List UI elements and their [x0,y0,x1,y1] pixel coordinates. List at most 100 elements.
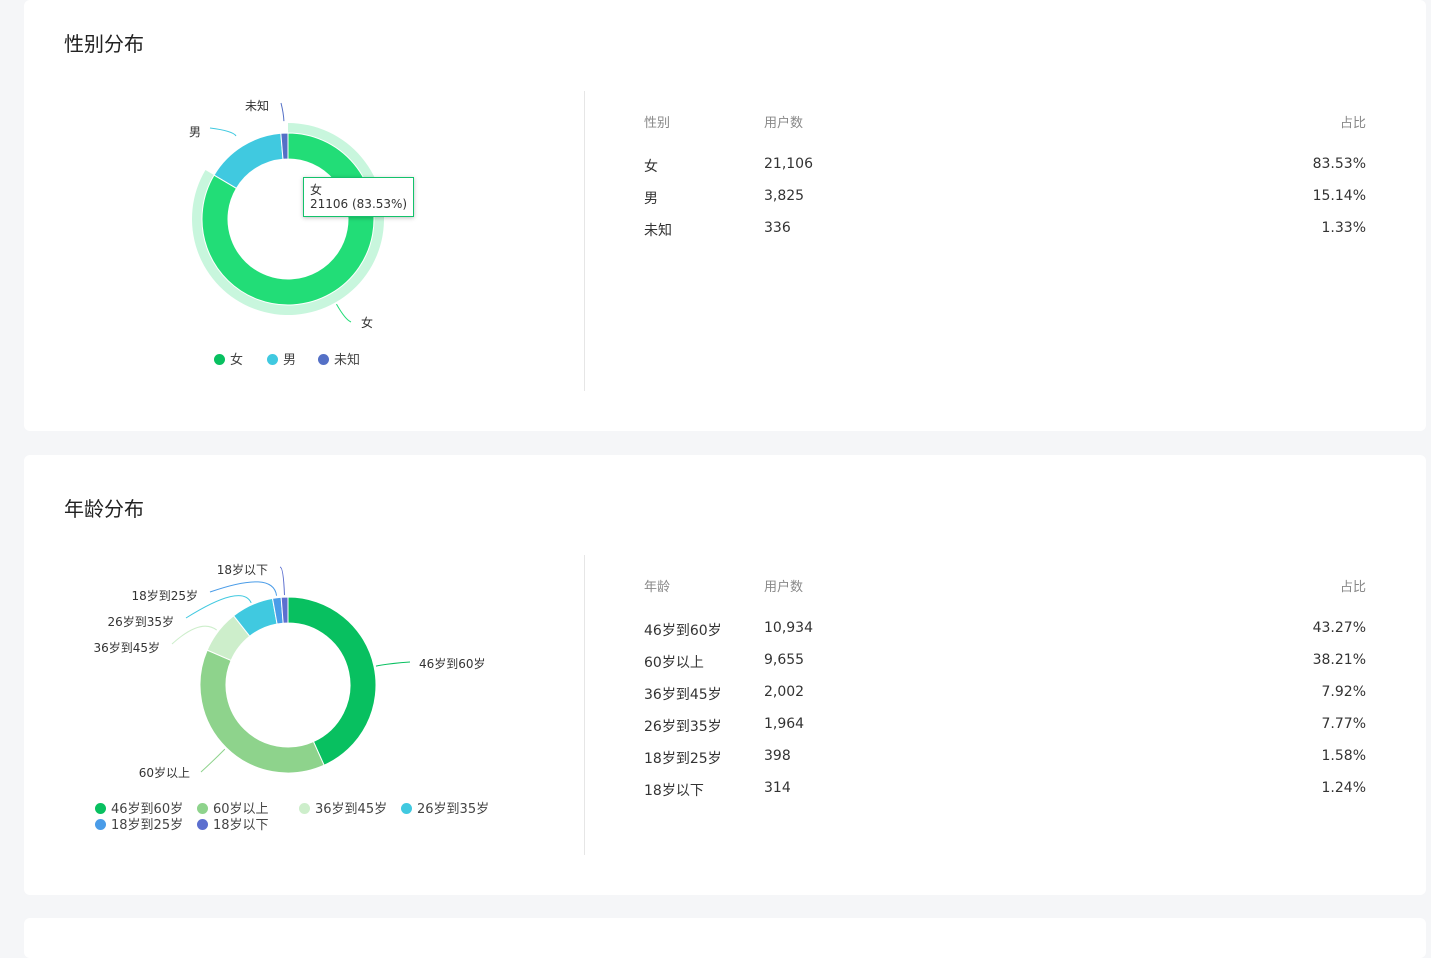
legend-item-male[interactable]: 男 [267,353,296,369]
table-row: 60岁以上 9,655 38.21% [644,652,1366,672]
label-line [171,625,218,645]
header-gender: 性别 [644,116,671,131]
legend-dot [318,354,329,365]
divider [584,91,585,391]
table-row: 36岁到45岁 2,002 7.92% [644,684,1366,704]
legend-dot [401,803,412,814]
legend-dot [95,803,106,814]
cell-name: 36岁到45岁 [644,687,722,703]
slice-label: 18岁以下 [217,562,268,577]
header-pct: 占比 [1339,116,1366,131]
table-row: 女 21,106 83.53% [644,156,1366,176]
cell-users: 1,964 [764,716,805,732]
cell-pct: 38.21% [1312,652,1366,668]
age-title: 年龄分布 [64,497,144,521]
cell-pct: 43.27% [1312,620,1366,636]
chart-tooltip: 女 21106 (83.53%) [303,177,415,217]
table-row: 男 3,825 15.14% [644,188,1366,208]
cell-pct: 1.24% [1321,780,1366,796]
table-row: 未知 336 1.33% [644,220,1366,240]
cell-pct: 15.14% [1312,188,1366,204]
cell-pct: 1.58% [1321,748,1366,764]
pie-slice[interactable] [213,132,284,190]
slice-label: 26岁到35岁 [107,614,174,629]
cell-users: 10,934 [764,620,813,636]
table-row: 18岁以下 314 1.24% [644,780,1366,800]
pie-slice[interactable] [201,132,375,306]
cell-users: 9,655 [764,652,805,668]
pie-slice[interactable] [280,132,289,160]
cell-name: 46岁到60岁 [644,623,722,639]
slice-label: 36岁到45岁 [93,640,160,655]
gender-table: 性别 用户数 占比 女 21,106 83.53% 男 3,825 15.14%… [644,112,1366,252]
age-table: 年龄 用户数 占比 46岁到60岁 10,934 43.27% 60岁以上 9,… [644,576,1366,806]
cell-name: 女 [644,159,658,175]
age-donut-chart[interactable]: 46岁到60岁 60岁以上 36岁到45岁 26岁到35岁 18岁到25岁 18岁以下 [24,455,584,895]
cell-users: 3,825 [764,188,805,204]
legend-dot [197,819,208,830]
slice-label: 18岁到25岁 [131,588,198,603]
cell-name: 18岁到25岁 [644,751,722,767]
header-users: 用户数 [764,580,804,595]
table-row: 46岁到60岁 10,934 43.27% [644,620,1366,640]
table-row: 18岁到25岁 398 1.58% [644,748,1366,768]
header-pct: 占比 [1339,580,1366,595]
slice-label: 46岁到60岁 [419,656,486,671]
label-line [209,581,278,596]
table-header: 性别 用户数 占比 [644,112,1366,132]
cell-name: 60岁以上 [644,655,704,671]
cell-users: 336 [764,220,791,236]
cell-users: 314 [764,780,791,796]
legend-label: 未知 [334,353,361,368]
age-card: 年龄分布 46岁到60岁 60岁以上 36岁到45岁 26岁到35岁 18岁到25岁 18… [24,455,1426,895]
next-card [24,918,1426,958]
cell-users: 21,106 [764,156,813,172]
legend-dot [214,354,225,365]
slice-label: 男 [189,125,201,139]
slice-label: 60岁以上 [139,765,190,780]
table-header: 年龄 用户数 占比 [644,576,1366,596]
legend-item-60-plus[interactable]: 60岁以上 [197,802,269,818]
cell-name: 未知 [644,223,672,239]
table-row: 26岁到35岁 1,964 7.77% [644,716,1366,736]
gender-title: 性别分布 [64,32,144,56]
legend-dot [299,803,310,814]
label-line [200,748,226,773]
cell-pct: 1.33% [1321,220,1366,236]
legend-item-26-35[interactable]: 26岁到35岁 [401,802,489,818]
legend-label: 36岁到45岁 [315,802,388,817]
legend-dot [267,354,278,365]
legend-item-18-25[interactable]: 18岁到25岁 [95,818,183,834]
label-line [209,127,237,137]
legend-label: 26岁到35岁 [417,802,490,817]
tooltip-name: 女 [310,183,323,197]
slice-label: 未知 [245,99,269,113]
label-line [185,595,252,619]
legend-item-unknown[interactable]: 未知 [318,353,360,369]
legend-label: 46岁到60岁 [111,802,184,817]
divider [584,555,585,855]
pie-slice[interactable] [280,596,289,624]
header-age: 年龄 [644,580,671,595]
cell-users: 2,002 [764,684,805,700]
slice-label: 女 [361,315,373,330]
legend-item-46-60[interactable]: 46岁到60岁 [95,802,183,818]
pie-slice[interactable] [287,596,377,766]
cell-pct: 7.92% [1321,684,1366,700]
cell-pct: 7.77% [1321,716,1366,732]
label-line [279,566,285,596]
cell-name: 男 [644,191,658,207]
legend-label: 男 [283,353,297,368]
legend-dot [95,819,106,830]
legend-item-female[interactable]: 女 [214,353,243,369]
label-line [375,661,411,667]
tooltip-value: 21106 (83.53%) [310,197,408,211]
label-line [280,102,285,122]
gender-card: 性别分布 女男未知 女 21106 (83.53%) 女 男 未知 性别 用户数… [24,0,1426,431]
legend-item-under-18[interactable]: 18岁以下 [197,818,269,834]
cell-name: 18岁以下 [644,783,704,799]
cell-pct: 83.53% [1312,156,1366,172]
pie-slice[interactable] [199,649,325,774]
legend-item-36-45[interactable]: 36岁到45岁 [299,802,387,818]
